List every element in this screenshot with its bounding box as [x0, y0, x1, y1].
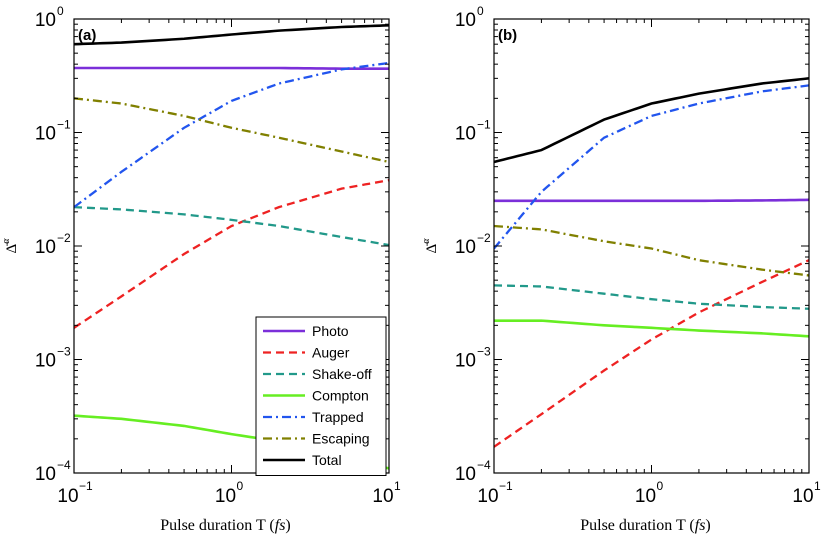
y-tick-exponent: −1	[57, 118, 71, 132]
y-axis-label-sup: α	[421, 238, 432, 244]
y-tick-label: 10	[35, 124, 56, 145]
legend-label: Photo	[312, 323, 349, 339]
x-tick-exponent: −1	[79, 479, 93, 493]
y-tick-label: 10	[455, 464, 476, 485]
series-line-shake-off	[494, 284, 809, 310]
legend-label: Compton	[312, 388, 369, 404]
series-line-total	[74, 24, 389, 46]
x-tick-exponent: 0	[237, 479, 244, 493]
series-line-escaping	[74, 97, 389, 164]
x-tick-label: 10	[635, 486, 656, 507]
series-line-trapped	[74, 61, 389, 209]
x-axis-label: Pulse duration T (fs)	[580, 517, 711, 534]
y-tick-label: 10	[455, 237, 476, 258]
y-tick-exponent: −4	[57, 458, 71, 472]
y-tick-exponent: 0	[477, 4, 484, 18]
y-tick-label: 10	[35, 10, 56, 31]
series-line-escaping	[494, 224, 809, 277]
x-tick-exponent: 0	[657, 479, 664, 493]
panel-label: (a)	[78, 27, 96, 44]
y-tick-exponent: 0	[57, 4, 64, 18]
x-tick-label: 10	[372, 486, 393, 507]
x-tick-exponent: −1	[499, 479, 513, 493]
series-line-trapped	[494, 84, 809, 250]
series-line-compton	[494, 319, 809, 338]
x-tick-label: 10	[792, 486, 813, 507]
x-tick-exponent: 1	[814, 479, 821, 493]
legend-label: Total	[312, 452, 342, 468]
y-tick-label: 10	[455, 124, 476, 145]
legend: Photo Auger Shake-off Compton Trapped Escapin…	[255, 316, 387, 476]
legend-label: Auger	[312, 345, 350, 361]
series-line-photo	[494, 198, 809, 203]
y-axis-label: Δ̄α	[421, 238, 440, 254]
x-tick-label: 10	[477, 486, 498, 507]
series-line-auger	[494, 259, 809, 448]
y-tick-exponent: −2	[477, 231, 491, 245]
legend-label: Trapped	[312, 409, 364, 425]
x-tick-exponent: 1	[394, 479, 401, 493]
x-axis-unit: fs	[695, 517, 706, 534]
y-tick-label: 10	[35, 237, 56, 258]
series-line-shake-off	[74, 205, 389, 247]
y-tick-exponent: −4	[477, 458, 491, 472]
y-axis-label-sup: α	[1, 238, 12, 244]
series-line-total	[494, 77, 809, 164]
x-tick-label: 10	[215, 486, 236, 507]
series-line-auger	[74, 179, 389, 329]
x-tick-label: 10	[57, 486, 78, 507]
panel-label: (b)	[498, 27, 517, 44]
y-tick-exponent: −3	[477, 345, 491, 359]
y-tick-exponent: −1	[477, 118, 491, 132]
y-tick-label: 10	[35, 464, 56, 485]
x-axis-label: Pulse duration T (fs)	[160, 517, 291, 534]
legend-label: Shake-off	[312, 366, 372, 382]
legend-label: Escaping	[312, 431, 370, 447]
y-tick-label: 10	[35, 351, 56, 372]
y-tick-exponent: −3	[57, 345, 71, 359]
y-tick-exponent: −2	[57, 231, 71, 245]
axes-frame	[493, 18, 810, 474]
x-axis-unit: fs	[275, 517, 286, 534]
y-tick-label: 10	[455, 10, 476, 31]
y-axis-label: Δ̄α	[1, 238, 20, 254]
y-tick-label: 10	[455, 351, 476, 372]
